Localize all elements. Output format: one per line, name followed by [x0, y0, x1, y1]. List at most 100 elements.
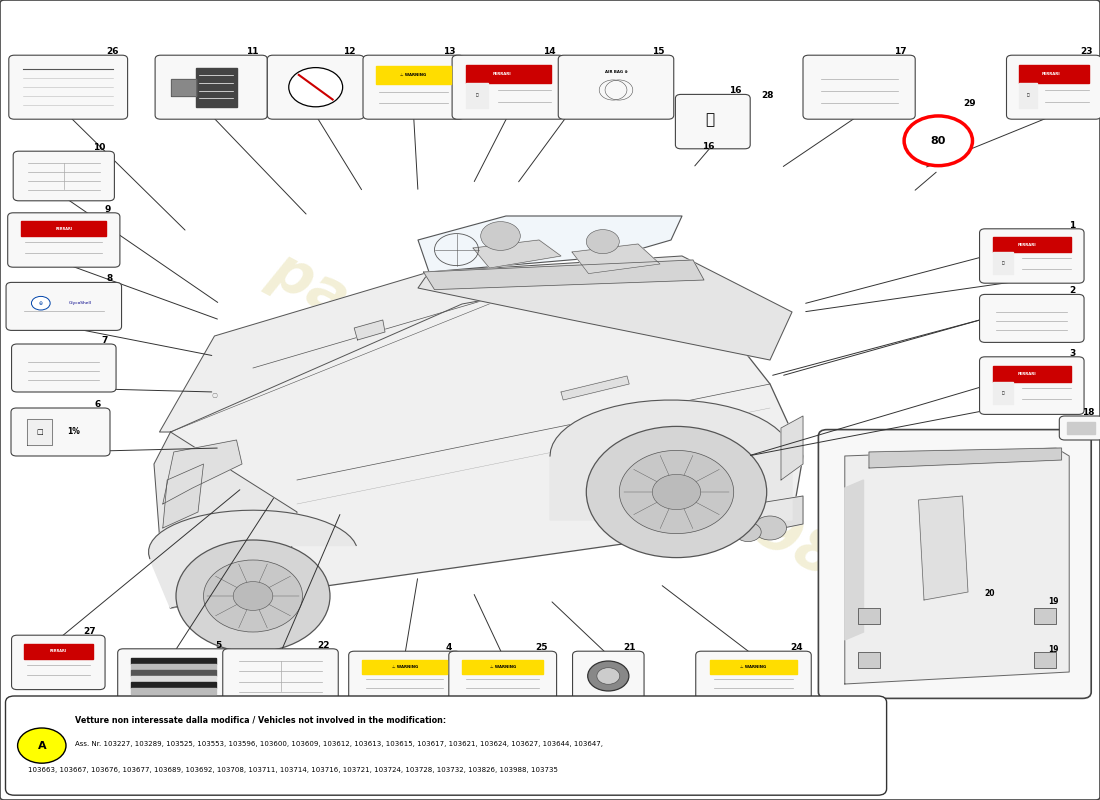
Text: 13: 13 [443, 47, 455, 56]
Circle shape [904, 116, 972, 166]
FancyBboxPatch shape [696, 651, 812, 701]
Circle shape [652, 474, 701, 510]
Text: 6: 6 [95, 400, 101, 409]
Polygon shape [163, 464, 204, 528]
Text: FERRARI: FERRARI [50, 650, 67, 654]
FancyBboxPatch shape [818, 430, 1091, 698]
Text: 8: 8 [107, 274, 113, 283]
Text: 1: 1 [1069, 221, 1076, 230]
Text: 103663, 103667, 103676, 103677, 103689, 103692, 103708, 103711, 103714, 103716, : 103663, 103667, 103676, 103677, 103689, … [28, 766, 558, 773]
Polygon shape [781, 416, 803, 480]
Polygon shape [196, 68, 236, 106]
Circle shape [597, 668, 619, 684]
Polygon shape [354, 320, 385, 340]
Text: 15: 15 [652, 47, 664, 56]
Text: 19: 19 [1048, 645, 1059, 654]
Text: 16: 16 [729, 86, 741, 95]
FancyBboxPatch shape [675, 94, 750, 149]
Polygon shape [131, 688, 217, 694]
Text: 18: 18 [1081, 433, 1092, 442]
Text: 21: 21 [623, 643, 636, 652]
Circle shape [176, 540, 330, 652]
Text: GlycoShell: GlycoShell [69, 301, 92, 305]
Text: 🐴: 🐴 [1026, 94, 1030, 98]
Polygon shape [465, 82, 488, 109]
Polygon shape [710, 660, 798, 674]
Text: A: A [37, 741, 46, 750]
Text: FERRARI: FERRARI [1042, 72, 1060, 76]
Polygon shape [424, 260, 704, 290]
Text: ⊕: ⊕ [39, 301, 43, 306]
FancyBboxPatch shape [573, 651, 645, 701]
Circle shape [586, 426, 767, 558]
FancyBboxPatch shape [559, 55, 673, 119]
Text: 10: 10 [94, 143, 106, 152]
Text: 24: 24 [790, 643, 803, 652]
Polygon shape [376, 66, 451, 84]
Polygon shape [131, 682, 217, 688]
FancyBboxPatch shape [349, 651, 461, 701]
Text: ⎔: ⎔ [211, 393, 218, 399]
Polygon shape [550, 400, 792, 520]
Polygon shape [992, 382, 1013, 405]
Text: 11: 11 [246, 47, 258, 56]
FancyBboxPatch shape [155, 55, 267, 119]
Polygon shape [845, 448, 1069, 684]
Circle shape [754, 516, 786, 540]
Text: 22: 22 [317, 641, 330, 650]
Polygon shape [131, 676, 217, 682]
Polygon shape [561, 376, 629, 400]
Text: 9: 9 [104, 205, 111, 214]
Text: ⛽: ⛽ [705, 112, 714, 126]
FancyBboxPatch shape [1059, 416, 1100, 440]
Text: FERRARI: FERRARI [1018, 243, 1036, 247]
Text: AIR BAG ⊕: AIR BAG ⊕ [605, 70, 627, 74]
Polygon shape [160, 288, 803, 608]
Circle shape [587, 661, 629, 691]
Text: 80: 80 [931, 136, 946, 146]
Text: 14: 14 [543, 47, 556, 56]
Text: 19: 19 [1048, 597, 1059, 606]
FancyBboxPatch shape [11, 408, 110, 456]
Polygon shape [21, 222, 107, 236]
Text: FERRARI: FERRARI [493, 72, 512, 76]
Polygon shape [148, 510, 356, 608]
Text: Vetture non interessate dalla modifica / Vehicles not involved in the modificati: Vetture non interessate dalla modifica /… [75, 715, 446, 725]
Polygon shape [1067, 422, 1096, 434]
Text: ⚠ WARNING: ⚠ WARNING [740, 665, 767, 669]
FancyBboxPatch shape [9, 55, 128, 119]
Circle shape [481, 222, 520, 250]
Polygon shape [163, 440, 242, 504]
Circle shape [233, 582, 273, 610]
Text: 12: 12 [343, 47, 355, 56]
Text: 26: 26 [107, 47, 119, 56]
Circle shape [32, 296, 51, 310]
Text: FERRARI: FERRARI [55, 227, 73, 231]
Text: passion depuis 1985: passion depuis 1985 [261, 241, 883, 607]
Text: ⚠ WARNING: ⚠ WARNING [490, 665, 516, 669]
FancyBboxPatch shape [449, 651, 557, 701]
Text: □: □ [36, 429, 43, 435]
Polygon shape [572, 244, 660, 274]
Polygon shape [1019, 82, 1037, 109]
Polygon shape [362, 660, 448, 674]
Text: 18: 18 [1082, 408, 1094, 417]
Polygon shape [992, 252, 1013, 274]
FancyBboxPatch shape [11, 344, 117, 392]
Text: 3: 3 [1069, 349, 1076, 358]
Text: 20: 20 [984, 589, 996, 598]
Text: 27: 27 [84, 627, 97, 636]
Text: 29: 29 [964, 99, 976, 108]
Polygon shape [462, 660, 543, 674]
Text: FERRARI: FERRARI [1018, 372, 1036, 376]
FancyBboxPatch shape [8, 213, 120, 267]
Polygon shape [170, 79, 196, 95]
Circle shape [18, 728, 66, 763]
Polygon shape [418, 216, 682, 272]
Circle shape [288, 68, 343, 107]
Text: 4: 4 [446, 643, 452, 652]
FancyBboxPatch shape [979, 229, 1084, 283]
Text: 2: 2 [1069, 286, 1076, 295]
Text: 7: 7 [101, 336, 108, 345]
Polygon shape [992, 238, 1071, 252]
